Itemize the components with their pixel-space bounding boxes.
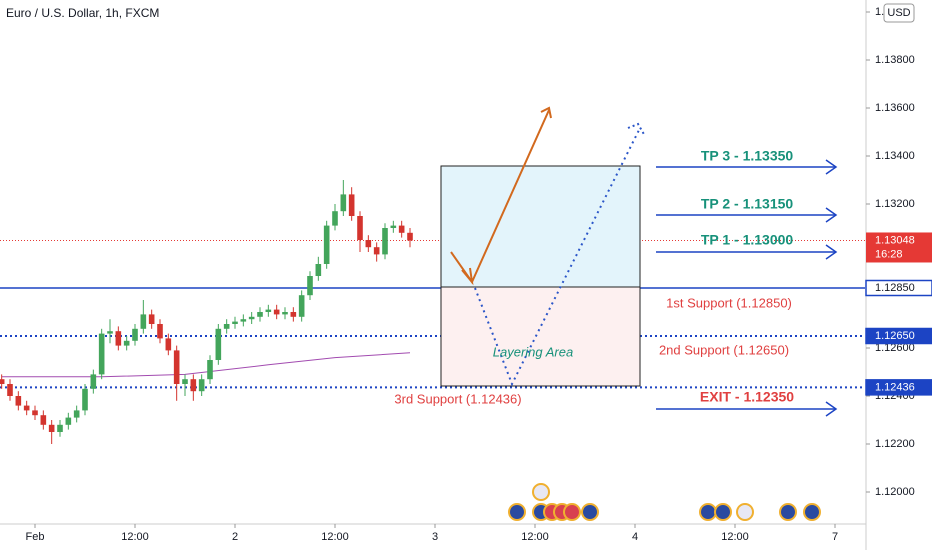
- candle-body: [73, 410, 80, 418]
- candle-body: [40, 415, 47, 425]
- level-label-box: [865, 327, 932, 345]
- candle-body: [332, 211, 338, 226]
- candle-body: [282, 312, 288, 315]
- candle-body: [7, 384, 13, 396]
- candle-body: [223, 324, 230, 329]
- candle-body: [390, 225, 397, 228]
- annotation: 3rd Support (1.12436): [394, 391, 521, 406]
- x-tick-label: 2: [232, 531, 238, 543]
- candle-body: [57, 424, 63, 432]
- candle-body: [290, 312, 297, 317]
- arrow-head: [627, 122, 646, 137]
- last-price-label: 1.13048: [875, 234, 915, 246]
- candle-body: [198, 379, 205, 392]
- moving-average: [1, 352, 411, 378]
- x-tick-label: 3: [432, 531, 438, 543]
- candle-body: [157, 324, 163, 339]
- x-tick-label: Feb: [26, 531, 45, 543]
- annotation: EXIT - 1.12350: [700, 389, 794, 405]
- candle-body: [23, 405, 30, 411]
- candle-body: [340, 194, 347, 212]
- level-label: 1.12436: [875, 381, 915, 393]
- candle-body: [165, 338, 172, 351]
- annotation: 2nd Support (1.12650): [659, 342, 789, 357]
- candle-body: [307, 276, 313, 296]
- candle-body: [257, 312, 263, 317]
- zone-frame: [440, 165, 641, 387]
- y-tick-label: 1.13800: [875, 54, 915, 66]
- x-tick-label: 7: [832, 531, 838, 543]
- candle-body: [382, 228, 388, 255]
- annotation: TP 3 - 1.13350: [701, 148, 794, 164]
- candle-body: [65, 417, 72, 425]
- candle-body: [123, 340, 130, 346]
- level-label-box: [865, 279, 932, 297]
- candle-body: [398, 225, 405, 233]
- candle-body: [373, 247, 380, 255]
- y-tick-label: 1.13600: [875, 102, 915, 114]
- candle-body: [98, 333, 105, 375]
- candle-body: [82, 388, 88, 411]
- y-tick-label: 1.12200: [875, 438, 915, 450]
- candle-body: [323, 225, 330, 264]
- level-label: 1.12850: [875, 282, 915, 294]
- layering-zone: [441, 287, 640, 386]
- candle-body: [148, 314, 155, 324]
- x-tick-label: 12:00: [321, 531, 349, 543]
- candle-body: [365, 240, 372, 248]
- candle-body: [15, 396, 22, 406]
- plot: [0, 180, 865, 444]
- candle-body: [207, 360, 213, 380]
- annotation: 1st Support (1.12850): [666, 295, 792, 310]
- candle-body: [173, 350, 180, 384]
- arrow-head: [540, 106, 552, 119]
- layout: [0, 0, 867, 550]
- candle-body: [265, 309, 272, 312]
- candle-body: [215, 328, 222, 360]
- y-tick-label: 1.13200: [875, 198, 915, 210]
- tp-arrows: [656, 159, 838, 417]
- candle-body: [407, 232, 413, 241]
- level-label-box: [865, 379, 932, 396]
- candle-body: [182, 379, 188, 384]
- candle-body: [315, 264, 322, 276]
- candle-body: [140, 314, 147, 329]
- y-tick-label: 1.13400: [875, 150, 915, 162]
- candle-body: [115, 331, 122, 346]
- candle-body: [232, 321, 238, 324]
- candle-body: [90, 374, 97, 389]
- y-tick-label: 1.12000: [875, 486, 915, 498]
- x-tick-label: 4: [632, 531, 638, 543]
- dotted-path: [474, 127, 641, 387]
- candle-body: [348, 194, 355, 216]
- annotation: TP 2 - 1.13150: [701, 196, 794, 212]
- candle-body: [273, 309, 280, 315]
- candle-body: [32, 410, 38, 416]
- level-label: 1.12650: [875, 330, 915, 342]
- last-price-box: [866, 232, 932, 263]
- annotation: TP 1 - 1.13000: [701, 232, 794, 248]
- candle-body: [132, 328, 138, 341]
- x-tick-label: 12:00: [121, 531, 149, 543]
- currency: USD: [887, 7, 910, 19]
- currency-box: [883, 3, 915, 23]
- chart-title: Euro / U.S. Dollar, 1h, FXCM: [6, 6, 159, 20]
- annotation: Layering Area: [493, 344, 573, 359]
- candle-body: [248, 316, 255, 320]
- candle-body: [357, 216, 363, 240]
- candle-body: [298, 295, 305, 317]
- candle-body: [240, 319, 247, 322]
- x-tick-label: 12:00: [521, 531, 549, 543]
- event-icons: [508, 483, 821, 521]
- y-tick-label: 1.12600: [875, 342, 915, 354]
- candle-body: [107, 331, 113, 334]
- arrow-head: [461, 267, 474, 286]
- countdown: 16:28: [875, 248, 903, 260]
- target-zone: [441, 166, 640, 287]
- candle-body: [0, 379, 5, 384]
- candle-body: [48, 424, 55, 432]
- x-tick-label: 12:00: [721, 531, 749, 543]
- candle-body: [190, 379, 197, 392]
